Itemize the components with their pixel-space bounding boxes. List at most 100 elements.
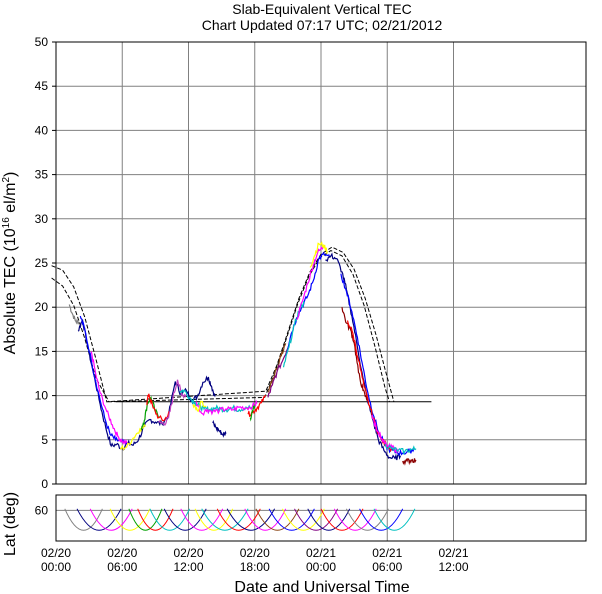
- x-tick-time: 06:00: [372, 560, 402, 574]
- tec-series-line: [309, 241, 329, 268]
- y-axis-label-unit: el/m: [2, 183, 19, 218]
- x-tick-time: 00:00: [41, 560, 71, 574]
- y-tick-label: 35: [35, 168, 49, 182]
- tec-series-line: [296, 246, 324, 321]
- tec-series-line: [346, 320, 393, 453]
- tec-series-line: [179, 389, 253, 415]
- y-tick-label: 15: [35, 344, 49, 358]
- x-tick-date: 02/20: [240, 546, 270, 560]
- x-tick-time: 18:00: [240, 560, 270, 574]
- lat-tracks: [64, 508, 416, 531]
- tec-series-line: [341, 307, 368, 402]
- plot-frames: [55, 41, 587, 542]
- lat-track: [373, 508, 416, 531]
- y-tick-label: 10: [35, 389, 49, 403]
- lat-track: [137, 508, 174, 531]
- y-tick-label: 20: [35, 300, 49, 314]
- lat-track: [320, 508, 364, 531]
- lat-track: [345, 508, 389, 531]
- tec-series-line: [146, 393, 170, 422]
- envelope-upper: [51, 246, 395, 403]
- lat-track: [201, 508, 249, 531]
- lat-tick-label: 60: [35, 503, 49, 517]
- lat-track: [255, 508, 300, 531]
- y-tick-label: 30: [35, 212, 49, 226]
- x-tick-labels: 02/2000:0002/2006:0002/2012:0002/2018:00…: [41, 546, 469, 574]
- x-tick-date: 02/21: [306, 546, 336, 560]
- y-tick-label: 0: [41, 477, 48, 491]
- tec-series: [68, 241, 417, 466]
- tec-series-line: [140, 395, 161, 431]
- lat-track: [89, 508, 133, 531]
- tec-series-line: [249, 404, 256, 422]
- tec-series-line: [384, 443, 417, 455]
- tec-series-line: [68, 304, 80, 325]
- tec-series-line: [282, 300, 305, 368]
- lat-track: [281, 508, 325, 531]
- envelope-curves: [51, 246, 395, 403]
- y-tick-label: 40: [35, 123, 49, 137]
- chart-title: Slab-Equivalent Vertical TEC: [232, 1, 412, 17]
- lat-track: [216, 508, 261, 531]
- y-tick-label: 25: [35, 256, 49, 270]
- y-axis-label-exp: 16: [1, 217, 12, 229]
- lat-plot-frame: [55, 494, 587, 542]
- envelope-lower: [51, 250, 390, 403]
- lat-track: [109, 508, 151, 531]
- tec-series-line: [247, 395, 266, 418]
- tec-plot-frame: [55, 41, 587, 485]
- y-tick-label: 45: [35, 79, 49, 93]
- x-tick-time: 06:00: [107, 560, 137, 574]
- y-axis-label-main: Absolute TEC (10: [2, 228, 19, 354]
- x-tick-date: 02/21: [438, 546, 468, 560]
- lat-track: [294, 508, 339, 531]
- x-tick-time: 00:00: [306, 560, 336, 574]
- lat-tick-labels: 60: [35, 503, 49, 517]
- lat-track: [307, 508, 351, 531]
- tec-series-line: [402, 457, 417, 466]
- lat-track: [268, 508, 315, 531]
- tec-series-line: [90, 351, 129, 446]
- y-tick-label: 50: [35, 35, 49, 49]
- y-tick-label: 5: [41, 433, 48, 447]
- lat-axis-label: Lat (deg): [2, 492, 19, 556]
- lat-track: [226, 508, 276, 531]
- lat-track: [149, 508, 191, 531]
- tec-series-line: [158, 379, 188, 427]
- lat-track: [163, 508, 207, 531]
- lat-track: [128, 508, 163, 531]
- lat-track: [76, 508, 122, 531]
- lat-track: [180, 508, 224, 531]
- lat-track: [359, 508, 404, 531]
- chart-subtitle: Chart Updated 07:17 UTC; 02/21/2012: [202, 17, 443, 33]
- tec-series-line: [267, 343, 287, 393]
- x-tick-date: 02/21: [372, 546, 402, 560]
- tec-series-line: [212, 419, 227, 438]
- tec-series-line: [285, 251, 331, 357]
- tec-series-line: [325, 252, 402, 461]
- tec-series-line: [77, 319, 216, 451]
- x-tick-time: 12:00: [438, 560, 468, 574]
- x-tick-date: 02/20: [173, 546, 203, 560]
- x-tick-time: 12:00: [173, 560, 203, 574]
- tec-series-line: [267, 340, 291, 398]
- y-axis-label: Absolute TEC (1016 el/m2): [1, 172, 19, 355]
- x-tick-date: 02/20: [107, 546, 137, 560]
- lat-track: [194, 508, 234, 531]
- tec-series-line: [195, 399, 258, 416]
- lat-track: [244, 508, 287, 531]
- y-axis-label-unit-exp: 2: [1, 177, 12, 183]
- lat-track: [64, 508, 103, 531]
- x-axis-label: Date and Universal Time: [234, 579, 409, 594]
- tec-series-line: [79, 315, 128, 445]
- tec-series-line: [371, 414, 399, 455]
- y-axis-label-close: ): [2, 172, 19, 177]
- tec-grid: [52, 41, 586, 485]
- lat-grid: [56, 495, 586, 541]
- x-tick-date: 02/20: [41, 546, 71, 560]
- y-tick-labels: 0 5 10 15 20 25 30 35 40 45 50: [35, 35, 49, 491]
- tec-series-line: [340, 273, 415, 456]
- tec-series-line: [192, 400, 207, 413]
- lat-track: [333, 508, 377, 531]
